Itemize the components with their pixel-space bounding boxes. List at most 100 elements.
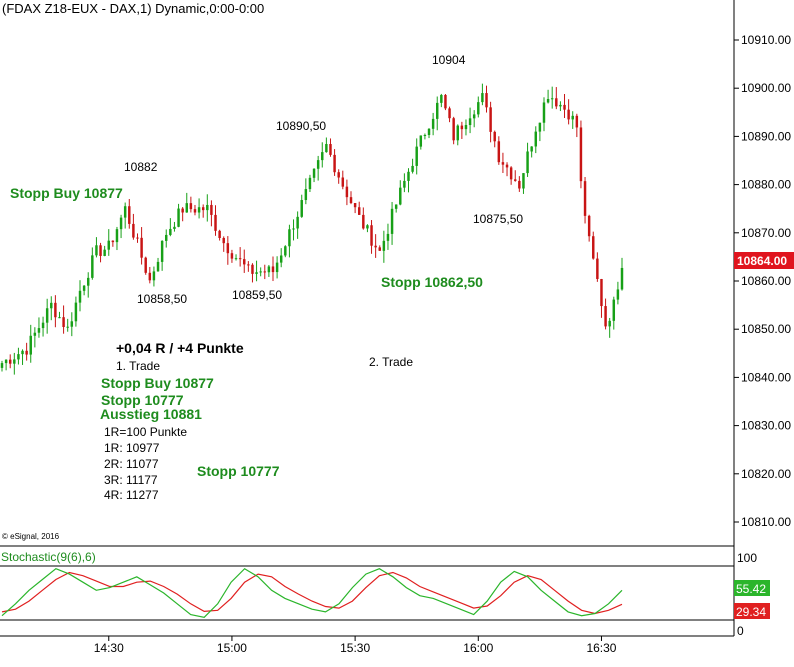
candle-body [218,230,221,238]
candle-body [518,180,521,189]
time-tick-label: 16:30 [586,641,616,655]
candle-body [275,262,279,273]
candle-body [345,186,349,198]
time-tick-label: 15:00 [217,641,247,655]
candle-body [13,359,16,364]
candle-body [255,272,258,274]
candle-body [251,264,254,274]
candle-body [415,146,418,166]
candle-body [579,127,583,182]
candle-body [546,99,550,103]
candle-body [316,160,320,169]
candle-body [210,204,213,215]
candle-body [329,144,332,155]
candle-body [534,131,538,147]
candle-body [390,208,394,234]
candle-body [583,181,587,216]
candle-body [33,332,37,336]
candle-body [21,350,24,355]
time-tick-label: 14:30 [94,641,124,655]
candle-body [54,302,57,318]
candle-body [308,177,312,190]
candle-body [279,255,283,263]
candle-body [353,203,357,208]
candle-body [440,94,443,103]
candle-body [596,258,599,279]
candle-body [115,229,119,243]
price-tick-label: 10880.00 [741,178,791,192]
candle-body [456,125,459,141]
price-tick-label: 10900.00 [741,81,791,95]
candle-body [247,264,250,266]
candle-body [189,203,193,210]
candle-body [152,271,156,281]
candle-body [493,131,496,142]
candle-body [156,261,160,272]
candle-body [243,259,246,265]
candle-body [165,234,168,241]
candle-body [123,206,127,218]
annotation-result: +0,04 R / +4 Punkte [116,340,244,356]
annotation-low-10859: 10859,50 [232,288,282,302]
candle-body [37,328,41,333]
candle-body [201,207,205,211]
candle-body [522,173,525,189]
candle-body [538,122,542,132]
annotation-low-10858: 10858,50 [137,292,187,306]
candle-body [321,152,324,161]
candle-body [497,141,501,163]
candle-body [411,165,414,172]
candle-body [74,302,78,322]
annotation-stopp-10777-a: Stopp 10777 [101,392,184,408]
candle-body [226,243,230,254]
annotation-stopp-10862: Stopp 10862,50 [381,274,483,290]
copyright-label: © eSignal, 2016 [2,532,60,541]
candle-body [444,94,447,109]
candle-body [485,93,488,108]
candle-body [160,240,164,262]
candle-body [514,179,517,181]
last-price-label: 10864.00 [737,254,787,268]
price-tick-label: 10870.00 [741,226,791,240]
candle-body [99,245,102,256]
candle-body [472,114,476,119]
candle-body [468,118,472,126]
candle-body [382,240,386,251]
candle-body [185,203,188,213]
candle-body [82,285,86,291]
time-tick-label: 16:00 [463,641,493,655]
candle-body [25,350,28,355]
candle-body [349,197,353,204]
candle-body [587,215,591,237]
candle-body [132,223,135,238]
candlesticks [0,83,624,375]
candle-body [4,359,8,364]
candle-body [386,233,390,241]
candle-body [600,278,603,307]
annotation-1r: 1R: 10977 [104,441,160,455]
stochastic-lines [1,567,623,618]
annotation-low-10875: 10875,50 [473,212,523,226]
candle-body [555,98,558,107]
candle-body [612,299,616,321]
candle-body [197,207,201,213]
annotation-2r: 2R: 11077 [104,457,159,471]
annotation-stopp-buy: Stopp Buy 10877 [101,375,214,391]
candle-body [29,335,32,355]
annotation-ausstieg: Ausstieg 10881 [100,406,202,422]
candle-body [296,216,299,229]
candle-body [119,217,123,230]
candle-body [407,171,410,181]
candle-body [304,189,308,201]
candle-body [230,253,234,259]
candle-body [333,154,336,173]
candle-body [234,258,238,260]
annotation-trade-1: 1. Trade [116,359,160,373]
time-tick-label: 15:30 [340,641,370,655]
candle-body [103,249,106,256]
price-tick-label: 10810.00 [741,515,791,529]
annotation-stopp-buy-left: Stopp Buy 10877 [10,185,123,201]
candle-body [427,128,431,135]
candle-body [111,240,115,243]
stochastic-title: Stochastic(9(6),6) [1,550,96,564]
